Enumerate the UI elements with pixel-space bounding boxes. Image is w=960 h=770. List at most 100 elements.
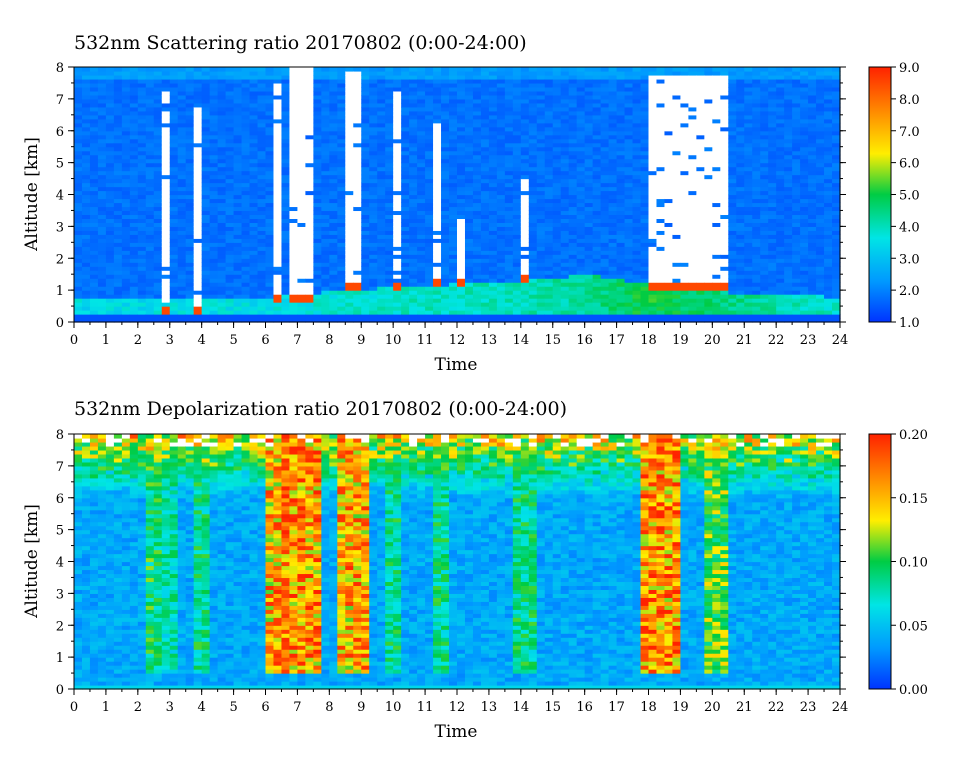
heatmap-cell [560, 138, 570, 144]
heatmap-cell [520, 222, 530, 227]
heatmap-cell [425, 242, 434, 247]
heatmap-cell [273, 254, 283, 259]
heatmap-cell [480, 158, 490, 164]
heatmap-cell [520, 94, 530, 100]
heatmap-cell [337, 198, 346, 204]
heatmap-cell [209, 150, 219, 156]
heatmap-cell [401, 178, 410, 184]
heatmap-cell [600, 202, 610, 208]
heatmap-cell [161, 166, 171, 172]
heatmap-cell [656, 302, 666, 307]
heatmap-cell [201, 298, 211, 303]
heatmap-cell [496, 314, 506, 319]
heatmap-cell [137, 154, 147, 160]
heatmap-cell [608, 67, 618, 72]
heatmap-cell [233, 310, 243, 315]
heatmap-cell [153, 74, 163, 80]
heatmap-cell [640, 318, 650, 323]
heatmap-cell [225, 250, 235, 255]
heatmap-cell [520, 270, 530, 275]
heatmap-cell [297, 170, 306, 176]
heatmap-cell [504, 126, 514, 132]
heatmap-cell [568, 174, 578, 180]
heatmap-cell [488, 150, 498, 156]
heatmap-cell [361, 250, 370, 255]
heatmap-cell [153, 286, 163, 291]
heatmap-cell [688, 218, 697, 223]
heatmap-cell [457, 318, 466, 323]
heatmap-cell [457, 226, 466, 231]
heatmap-cell [425, 130, 434, 136]
heatmap-cell [241, 274, 251, 279]
heatmap-cell [137, 126, 147, 132]
heatmap-cell [616, 310, 626, 315]
heatmap-cell [584, 174, 594, 180]
heatmap-cell [664, 138, 674, 144]
heatmap-cell [249, 190, 259, 196]
heatmap-cell [129, 138, 139, 144]
heatmap-cell [449, 98, 458, 104]
heatmap-cell [512, 314, 522, 319]
heatmap-cell [433, 130, 442, 136]
heatmap-cell [417, 162, 426, 168]
heatmap-cell [504, 122, 514, 128]
heatmap-cell [441, 110, 450, 116]
heatmap-cell [233, 190, 243, 196]
heatmap-cell [193, 218, 203, 223]
heatmap-cell [560, 302, 570, 307]
heatmap-cell [496, 110, 506, 116]
heatmap-cell [576, 246, 586, 251]
heatmap-cell [672, 294, 682, 299]
heatmap-cell [496, 234, 506, 239]
heatmap-cell [425, 210, 434, 216]
heatmap-cell [305, 70, 314, 76]
heatmap-cell [273, 138, 283, 144]
heatmap-cell [536, 186, 546, 192]
heatmap-cell [145, 234, 155, 239]
heatmap-cell [81, 194, 91, 200]
heatmap-cell [433, 150, 442, 156]
heatmap-cell [512, 206, 522, 212]
heatmap-cell [672, 318, 682, 323]
heatmap-cell [640, 138, 650, 144]
heatmap-cell [177, 290, 187, 295]
heatmap-cell [441, 302, 450, 307]
heatmap-cell [656, 310, 666, 315]
heatmap-cell [688, 226, 697, 231]
heatmap-cell [161, 106, 171, 112]
heatmap-cell [496, 98, 506, 104]
heatmap-cell [89, 130, 99, 136]
heatmap-cell [177, 162, 187, 168]
heatmap-cell [313, 130, 322, 136]
heatmap-cell [608, 242, 618, 247]
heatmap-cell [265, 270, 275, 275]
heatmap-cell [592, 254, 602, 259]
heatmap-cell [401, 290, 410, 295]
heatmap-cell [169, 274, 179, 279]
heatmap-cell [417, 90, 426, 96]
heatmap-cell [520, 146, 530, 152]
heatmap-cell [81, 70, 91, 76]
heatmap-cell [409, 258, 418, 263]
heatmap-cell [217, 298, 227, 303]
heatmap-cell [353, 158, 362, 164]
heatmap-cell [544, 194, 554, 200]
heatmap-cell [177, 142, 187, 148]
heatmap-cell [353, 122, 362, 128]
heatmap-cell [337, 82, 346, 88]
heatmap-cell [257, 310, 267, 315]
heatmap-cell [345, 282, 354, 287]
heatmap-cell [353, 286, 362, 291]
heatmap-cell [225, 314, 235, 319]
heatmap-cell [600, 106, 610, 112]
heatmap-cell [664, 234, 674, 239]
heatmap-cell [89, 234, 99, 239]
heatmap-cell [137, 286, 147, 291]
heatmap-cell [169, 290, 179, 295]
heatmap-cell [544, 270, 554, 275]
heatmap-cell [648, 306, 658, 311]
heatmap-cell [297, 98, 306, 104]
heatmap-cell [345, 182, 354, 188]
heatmap-cell [568, 118, 578, 124]
heatmap-cell [337, 310, 346, 315]
